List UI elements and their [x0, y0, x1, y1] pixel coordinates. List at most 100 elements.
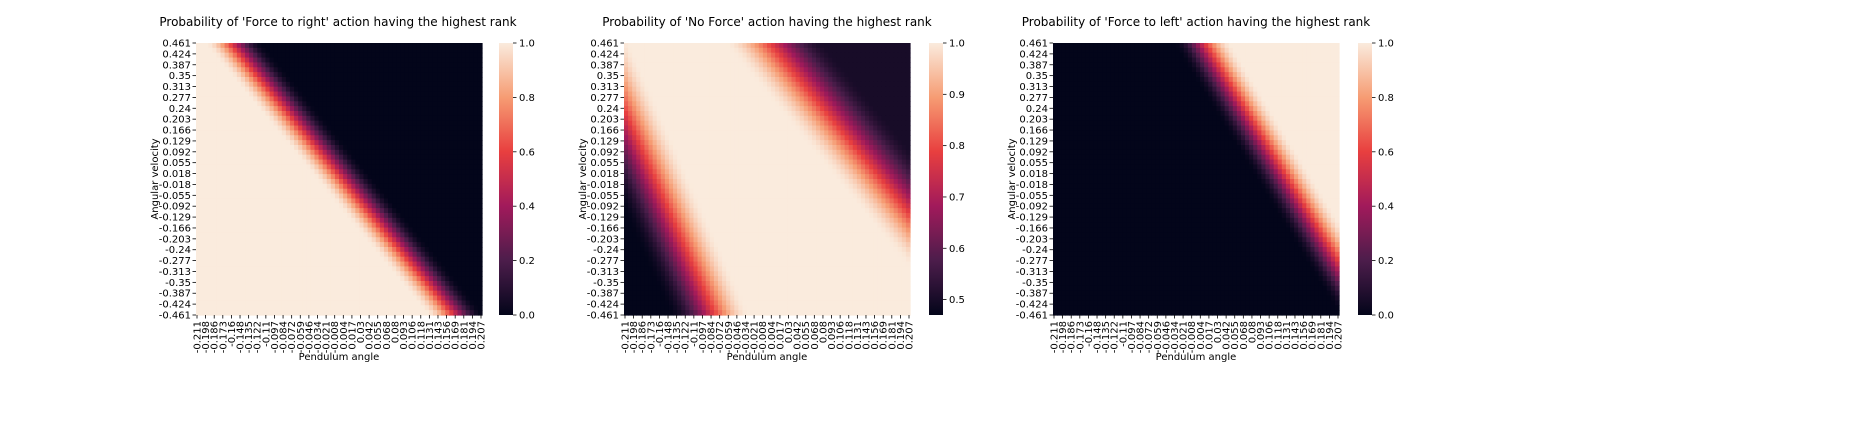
heatmap-cell	[273, 72, 279, 78]
heatmap-cell	[388, 101, 393, 107]
heatmap-cell	[212, 310, 218, 316]
heatmap-cell	[318, 67, 324, 73]
heatmap-cell	[265, 285, 271, 292]
heatmap-cell	[408, 290, 414, 297]
heatmap-cell	[722, 106, 727, 112]
heatmap-cell	[371, 96, 377, 102]
heatmap-cell	[257, 154, 262, 161]
heatmap-cell	[428, 57, 434, 64]
colorbar-tick-label: 0.0	[519, 311, 535, 322]
heatmap-cell	[383, 81, 389, 88]
heatmap-cell	[795, 67, 801, 73]
heatmap-cell	[257, 290, 262, 297]
heatmap-cell	[754, 81, 760, 88]
heatmap-cell	[628, 81, 633, 88]
heatmap-cell	[746, 91, 752, 98]
heatmap-cell	[359, 159, 365, 166]
heatmap-cell	[832, 86, 838, 93]
y-tick-label: 0.166	[162, 126, 191, 137]
heatmap-cell	[856, 57, 862, 64]
heatmap-cell	[717, 81, 723, 88]
heatmap-cell	[281, 285, 287, 292]
heatmap-cell	[424, 149, 430, 156]
heatmap-cell	[310, 169, 316, 175]
heatmap-cell	[200, 310, 205, 316]
heatmap-cell	[453, 91, 459, 98]
heatmap-cell	[322, 271, 328, 277]
heatmap-cell	[326, 276, 332, 282]
heatmap-cell	[347, 261, 352, 268]
heatmap-cell	[289, 295, 295, 302]
heatmap-cell	[232, 251, 238, 258]
heatmap-cell	[449, 183, 454, 190]
heatmap-cell	[367, 193, 373, 200]
heatmap-cell	[477, 96, 483, 102]
heatmap-cell	[363, 169, 369, 175]
heatmap-cell	[281, 256, 287, 263]
heatmap-cell	[310, 198, 316, 204]
heatmap-cell	[298, 67, 303, 73]
heatmap-cell	[322, 208, 328, 214]
heatmap-cell	[294, 120, 299, 127]
heatmap-cell	[253, 140, 258, 146]
heatmap-cell	[473, 145, 479, 151]
heatmap-cell	[269, 271, 275, 277]
heatmap-cell	[632, 52, 637, 59]
heatmap-cell	[717, 96, 723, 102]
heatmap-cell	[351, 183, 356, 190]
heatmap-cell	[285, 154, 291, 161]
heatmap-cell	[465, 43, 471, 49]
heatmap-cell	[383, 198, 389, 204]
heatmap-cell	[432, 256, 438, 263]
heatmap-cell	[294, 310, 299, 316]
heatmap-cell	[432, 198, 438, 204]
heatmap-cell	[306, 242, 311, 248]
heatmap-cell	[660, 86, 666, 93]
heatmap-cell	[330, 106, 336, 112]
heatmap-cell	[224, 154, 230, 161]
heatmap-cell	[404, 169, 410, 175]
heatmap-cell	[200, 57, 205, 64]
heatmap-cell	[412, 203, 418, 209]
heatmap-cell	[196, 256, 201, 263]
heatmap-cell	[416, 183, 422, 190]
heatmap-cell	[660, 62, 666, 68]
heatmap-cell	[367, 183, 373, 190]
heatmap-cell	[379, 101, 385, 107]
heatmap-cell	[281, 247, 287, 253]
heatmap-cell	[277, 135, 283, 141]
heatmap-cell	[803, 57, 809, 64]
heatmap-cell	[224, 203, 230, 209]
heatmap-cell	[408, 247, 414, 253]
heatmap-cell	[624, 57, 629, 64]
heatmap-cell	[816, 77, 821, 83]
heatmap-cell	[767, 101, 772, 107]
heatmap-cell	[245, 217, 250, 224]
heatmap-cell	[322, 140, 328, 146]
heatmap-cell	[461, 281, 467, 287]
heatmap-cell	[701, 57, 707, 64]
heatmap-cell	[905, 57, 911, 64]
heatmap-cell	[294, 300, 299, 306]
heatmap-cell	[224, 52, 230, 59]
heatmap-cell	[306, 57, 311, 64]
heatmap-cell	[249, 227, 254, 234]
heatmap-cell	[457, 52, 463, 59]
heatmap-cell	[428, 281, 434, 287]
heatmap-cell	[212, 188, 218, 195]
heatmap-cell	[408, 266, 414, 272]
heatmap-cell	[236, 295, 242, 302]
heatmap-cell	[220, 149, 226, 156]
heatmap-cell	[240, 290, 246, 297]
heatmap-cell	[408, 101, 414, 107]
heatmap-cell	[245, 266, 250, 272]
heatmap-cell	[310, 174, 316, 180]
heatmap-cell	[432, 77, 438, 83]
heatmap-cell	[200, 256, 205, 263]
heatmap-cell	[473, 125, 479, 132]
heatmap-cell	[473, 154, 479, 161]
heatmap-cell	[775, 57, 780, 64]
heatmap-cell	[343, 57, 348, 64]
heatmap-cell	[877, 91, 882, 98]
heatmap-cell	[330, 300, 336, 306]
